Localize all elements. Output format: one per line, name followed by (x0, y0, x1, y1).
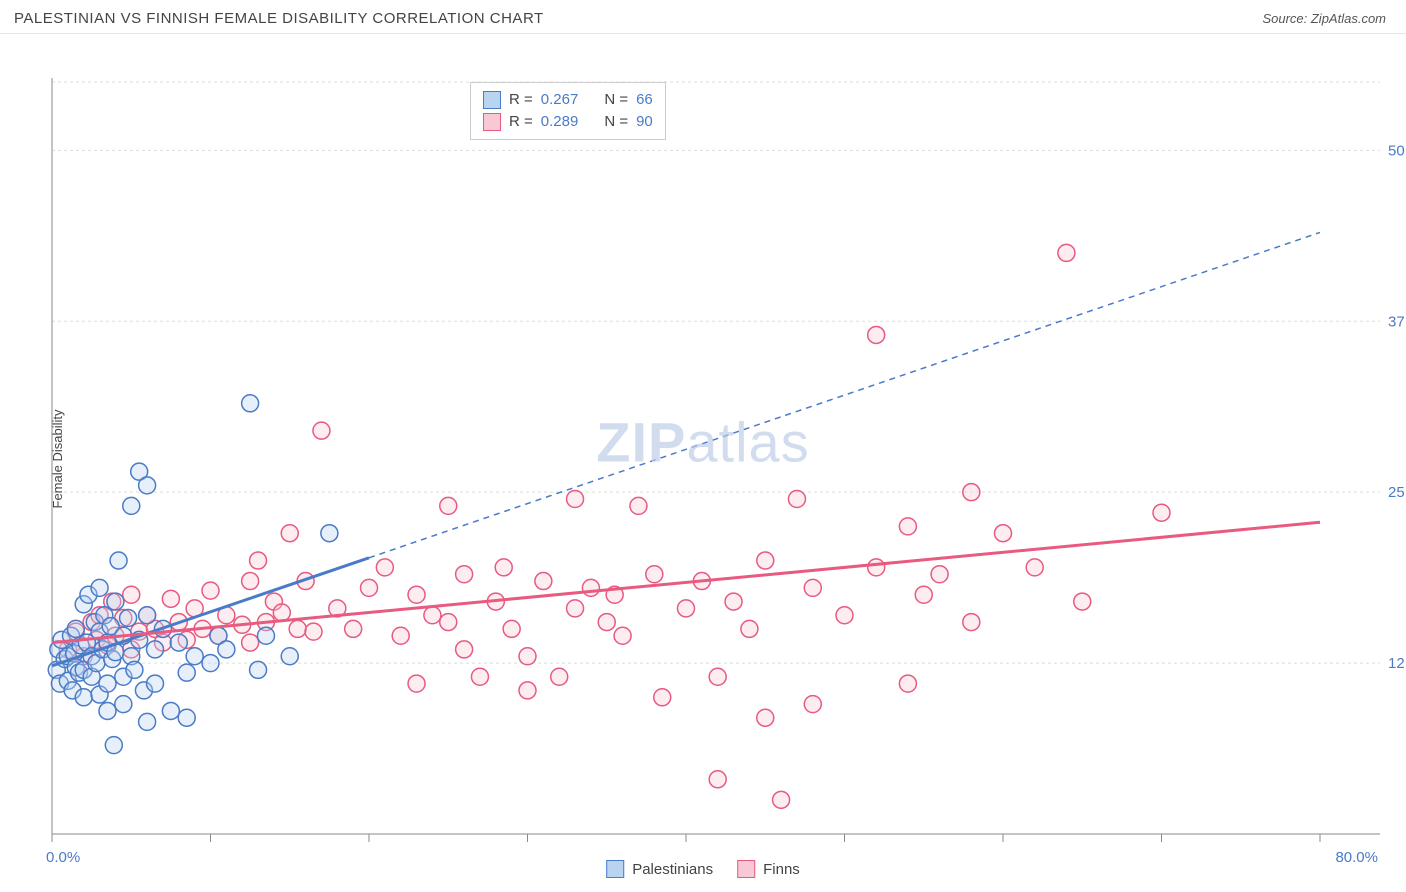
legend-swatch-pink (483, 113, 501, 131)
svg-text:25.0%: 25.0% (1388, 484, 1406, 501)
legend-n-label: N = (604, 111, 628, 133)
legend-bottom-item-2: Finns (737, 860, 800, 878)
legend-n-value-1: 66 (636, 89, 653, 111)
legend-n-label: N = (604, 89, 628, 111)
legend-r-label: R = (509, 111, 533, 133)
legend-bottom-label-2: Finns (763, 861, 800, 878)
legend-swatch-pink (737, 860, 755, 878)
svg-text:80.0%: 80.0% (1335, 849, 1378, 866)
legend-top-row-1: R = 0.267 N = 66 (483, 89, 653, 111)
legend-swatch-blue (483, 91, 501, 109)
source-label: Source: ZipAtlas.com (1262, 11, 1386, 26)
legend-r-value-2: 0.289 (541, 111, 579, 133)
legend-top-row-2: R = 0.289 N = 90 (483, 111, 653, 133)
legend-r-value-1: 0.267 (541, 89, 579, 111)
chart-header: PALESTINIAN VS FINNISH FEMALE DISABILITY… (0, 0, 1406, 34)
chart-container: Female Disability ZIPatlas 0.0%80.0%12.5… (0, 34, 1406, 884)
chart-svg: 0.0% 80.0% 12.5% 25.0% 37.5% 50.0% (0, 34, 1406, 884)
legend-n-value-2: 90 (636, 111, 653, 133)
svg-text:0.0%: 0.0% (46, 849, 80, 866)
legend-r-label: R = (509, 89, 533, 111)
svg-text:50.0%: 50.0% (1388, 142, 1406, 159)
svg-text:37.5%: 37.5% (1388, 313, 1406, 330)
legend-top: R = 0.267 N = 66 R = 0.289 N = 90 (470, 82, 666, 140)
chart-title: PALESTINIAN VS FINNISH FEMALE DISABILITY… (14, 10, 544, 27)
legend-swatch-blue (606, 860, 624, 878)
y-axis-label: Female Disability (50, 410, 65, 509)
svg-text:12.5%: 12.5% (1388, 655, 1406, 672)
legend-bottom: Palestinians Finns (606, 860, 800, 878)
legend-bottom-label-1: Palestinians (632, 861, 713, 878)
legend-bottom-item-1: Palestinians (606, 860, 713, 878)
